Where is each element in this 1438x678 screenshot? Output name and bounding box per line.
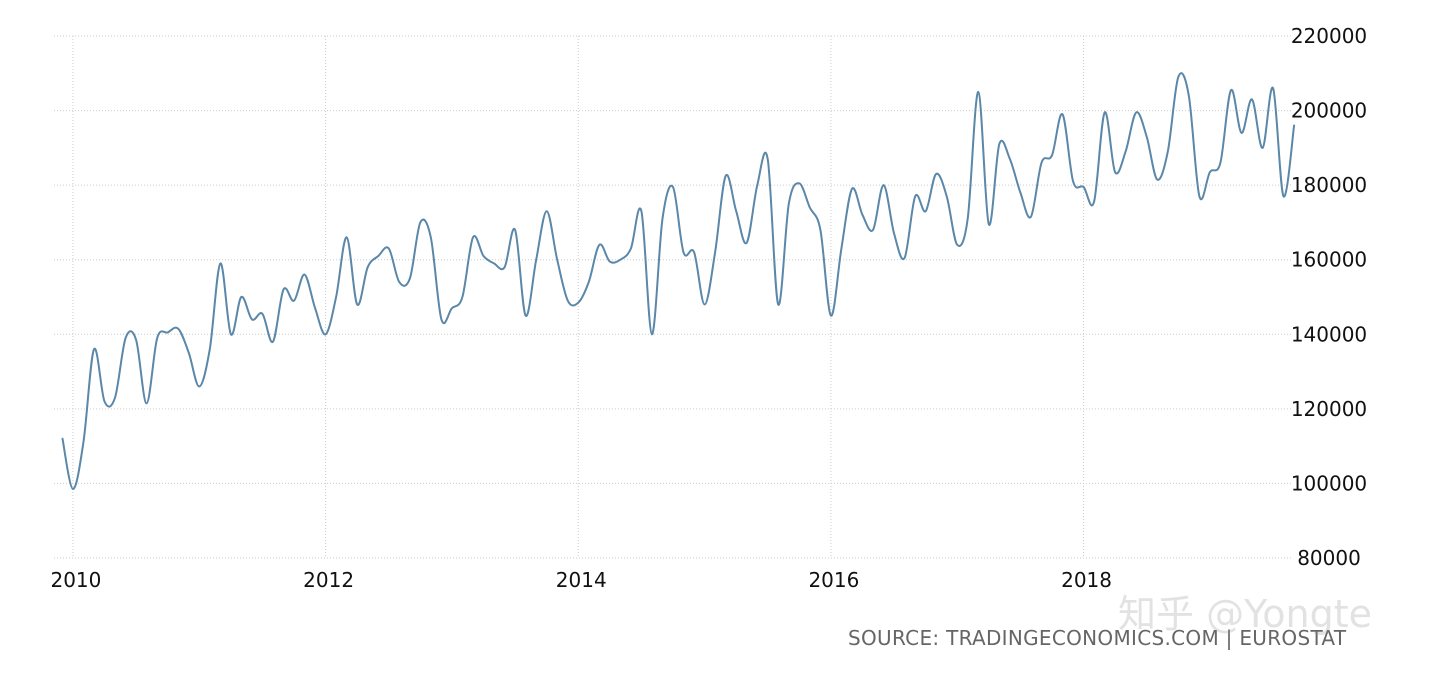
y-axis-ticks: 80000 100000 120000 140000 160000 180000 20000… [1291,24,1367,570]
series-line [61,72,1296,491]
y-tick-label: 180000 [1291,173,1367,197]
x-tick-label: 2010 [50,568,101,592]
x-tick-label: 2014 [556,568,607,592]
x-axis-ticks: 2010 2012 2014 2016 2018 [50,568,1112,592]
y-tick-label: 160000 [1291,248,1367,272]
y-tick-label: 80000 [1297,546,1361,570]
y-tick-label: 100000 [1291,471,1367,495]
x-tick-label: 2012 [303,568,354,592]
source-attribution: SOURCE: TRADINGECONOMICS.COM | EUROSTAT [848,626,1347,650]
watermark: 知乎 @Yongte [1118,592,1372,636]
y-tick-label: 220000 [1291,24,1367,48]
y-tick-label: 200000 [1291,99,1367,123]
grid-lines [54,35,1292,559]
x-tick-label: 2016 [808,568,859,592]
y-tick-label: 120000 [1291,397,1367,421]
x-tick-label: 2018 [1061,568,1112,592]
y-tick-label: 140000 [1291,322,1367,346]
